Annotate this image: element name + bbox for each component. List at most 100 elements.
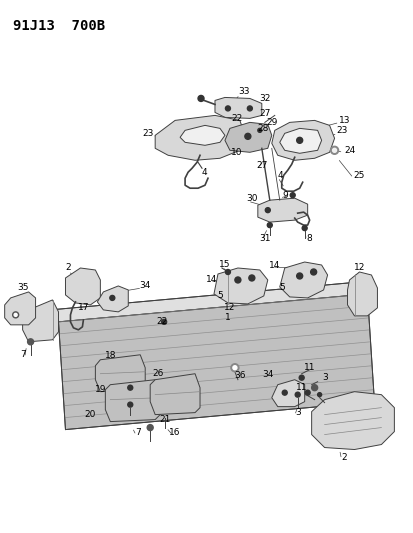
Text: 23: 23 (335, 126, 347, 135)
Circle shape (332, 148, 336, 152)
Text: 28: 28 (256, 124, 268, 133)
Text: 2: 2 (341, 453, 347, 462)
Polygon shape (214, 268, 267, 304)
Polygon shape (105, 379, 160, 422)
Text: 24: 24 (343, 146, 354, 155)
Circle shape (265, 208, 270, 213)
Text: 34: 34 (261, 370, 273, 379)
Text: 7: 7 (135, 428, 141, 437)
Circle shape (14, 313, 17, 317)
Circle shape (310, 269, 316, 275)
Polygon shape (257, 198, 307, 222)
Circle shape (197, 95, 204, 101)
Polygon shape (214, 98, 261, 118)
Polygon shape (311, 392, 394, 449)
Polygon shape (50, 282, 367, 322)
Text: 15: 15 (218, 260, 230, 269)
Text: 35: 35 (17, 284, 28, 293)
Circle shape (128, 385, 133, 390)
Circle shape (294, 392, 299, 397)
Text: 4: 4 (277, 171, 283, 180)
Circle shape (267, 223, 272, 228)
Text: 5: 5 (216, 292, 222, 301)
Polygon shape (95, 355, 145, 392)
Text: 3: 3 (322, 373, 328, 382)
Text: 1: 1 (225, 313, 230, 322)
Circle shape (301, 225, 306, 231)
Polygon shape (279, 128, 321, 154)
Circle shape (296, 138, 302, 143)
Polygon shape (97, 286, 128, 312)
Polygon shape (279, 262, 327, 298)
Circle shape (330, 147, 338, 154)
Polygon shape (271, 120, 334, 160)
Text: 19: 19 (95, 385, 106, 394)
Circle shape (234, 277, 240, 283)
Text: 8: 8 (306, 233, 312, 243)
Text: 23: 23 (142, 129, 154, 138)
Text: 36: 36 (234, 371, 245, 380)
Text: 18: 18 (104, 351, 116, 360)
Text: 91J13  700B: 91J13 700B (13, 19, 104, 33)
Text: 22: 22 (156, 317, 167, 326)
Circle shape (244, 133, 250, 139)
Circle shape (299, 375, 304, 380)
Text: 34: 34 (139, 281, 150, 290)
Text: 21: 21 (159, 415, 171, 424)
Text: 33: 33 (237, 87, 249, 96)
Polygon shape (5, 292, 36, 325)
Polygon shape (180, 125, 224, 146)
Text: 27: 27 (256, 161, 267, 170)
Circle shape (225, 106, 230, 111)
Circle shape (247, 106, 252, 111)
Polygon shape (23, 300, 58, 342)
Text: 11: 11 (295, 383, 307, 392)
Circle shape (296, 273, 302, 279)
Text: 9: 9 (282, 191, 288, 200)
Polygon shape (224, 123, 271, 152)
Text: 14: 14 (206, 276, 217, 285)
Text: 7: 7 (20, 350, 26, 359)
Polygon shape (58, 294, 373, 430)
Circle shape (225, 270, 230, 274)
Circle shape (230, 364, 238, 372)
Text: 14: 14 (268, 261, 280, 270)
Polygon shape (271, 379, 304, 407)
Text: 4: 4 (201, 168, 206, 177)
Circle shape (311, 385, 317, 391)
Text: 22: 22 (231, 114, 242, 123)
Polygon shape (347, 272, 377, 316)
Text: 10: 10 (230, 148, 242, 157)
Text: 30: 30 (245, 193, 257, 203)
Text: 31: 31 (259, 233, 270, 243)
Circle shape (257, 128, 261, 132)
Text: 32: 32 (259, 94, 270, 103)
Circle shape (304, 390, 309, 395)
Text: 17: 17 (78, 303, 89, 312)
Text: 13: 13 (338, 116, 349, 125)
Polygon shape (155, 116, 244, 160)
Circle shape (317, 393, 321, 397)
Circle shape (282, 390, 287, 395)
Circle shape (109, 295, 114, 301)
Text: 20: 20 (85, 410, 96, 419)
Text: 12: 12 (224, 303, 235, 312)
Circle shape (128, 402, 133, 407)
Circle shape (28, 339, 33, 345)
Circle shape (13, 312, 19, 318)
Text: 16: 16 (169, 428, 180, 437)
Text: 3: 3 (294, 408, 300, 417)
Text: 11: 11 (303, 363, 315, 372)
Text: 5: 5 (278, 284, 284, 293)
Circle shape (290, 193, 294, 198)
Circle shape (233, 366, 236, 370)
Circle shape (161, 319, 166, 325)
Polygon shape (150, 374, 199, 415)
Text: 27: 27 (259, 109, 270, 118)
Text: 26: 26 (152, 369, 164, 378)
Polygon shape (65, 268, 100, 305)
Circle shape (147, 425, 153, 431)
Text: 2: 2 (66, 263, 71, 272)
Text: 25: 25 (353, 171, 364, 180)
Circle shape (248, 275, 254, 281)
